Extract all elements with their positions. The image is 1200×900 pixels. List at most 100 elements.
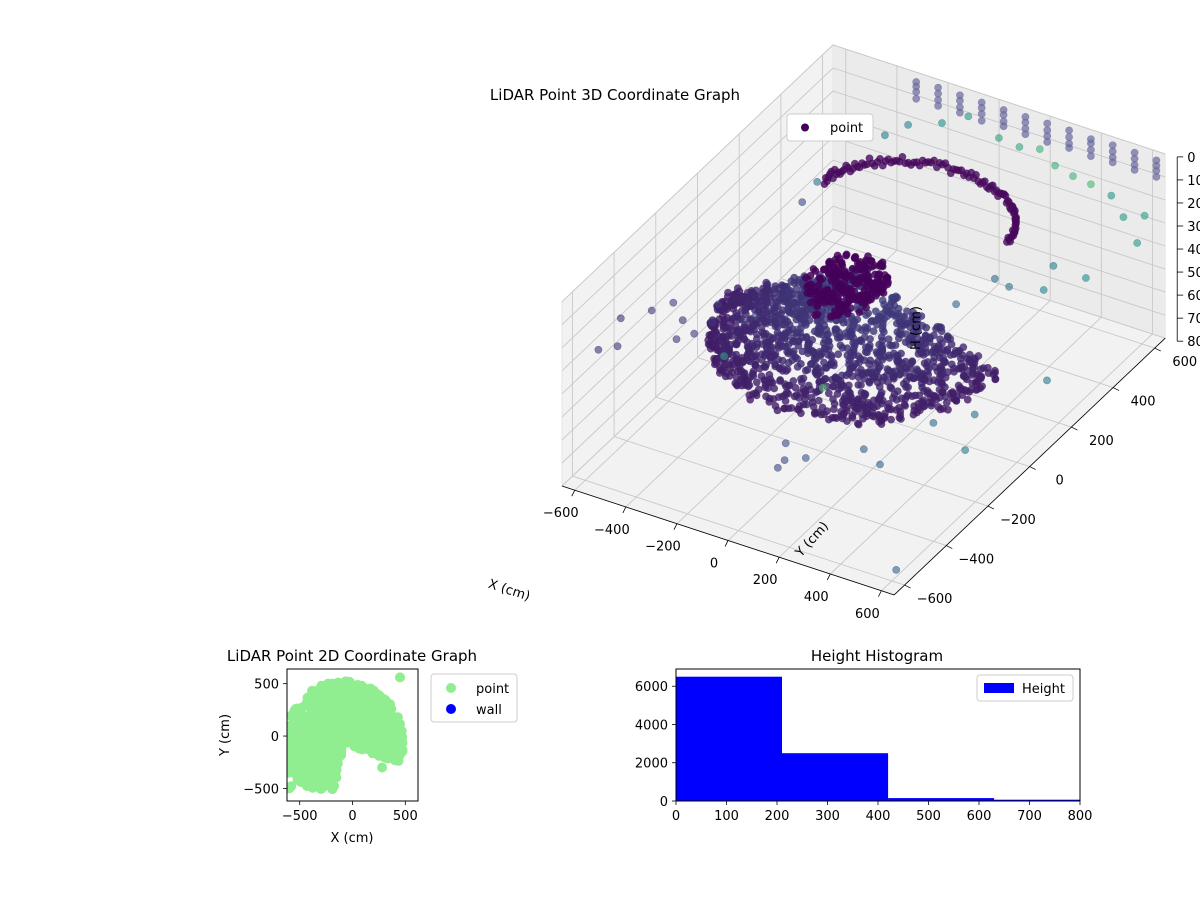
point-3d [781, 439, 790, 448]
point-3d [870, 403, 878, 412]
point-3d [853, 404, 862, 413]
point-3d [1002, 199, 1011, 207]
y-tick-label: 200 [1089, 434, 1114, 449]
point-3d [893, 387, 902, 396]
point-3d [793, 362, 802, 371]
point-2d [331, 725, 342, 736]
point-3d [851, 339, 860, 348]
point-3d [953, 392, 961, 401]
x-tick-label: 300 [815, 809, 840, 824]
point-3d [752, 378, 761, 387]
point-3d [888, 293, 896, 302]
x-tick-label: 200 [765, 809, 790, 824]
point-2d [301, 767, 311, 778]
point-2d [365, 710, 376, 721]
point-3d [1082, 274, 1090, 282]
point-3d [878, 161, 887, 170]
point-3d [750, 325, 758, 334]
point-3d [964, 112, 973, 121]
point-3d [848, 264, 857, 273]
point-3d [743, 299, 752, 307]
point-3d [1021, 130, 1030, 139]
point-3d [959, 343, 968, 352]
point-3d [900, 313, 909, 322]
point-3d [830, 413, 839, 422]
point-3d [961, 446, 970, 454]
x-tick-label: 600 [967, 809, 992, 824]
point-3d [842, 273, 850, 282]
point-2d [334, 714, 345, 725]
point-3d [616, 314, 625, 323]
y-tick-mark [1029, 466, 1036, 470]
chart-2d-ticks: −500−500 0 0 500 500 [243, 678, 417, 824]
point-3d [803, 282, 811, 291]
point-3d [778, 314, 786, 323]
point-3d [912, 94, 921, 103]
point-3d [920, 386, 928, 395]
point-3d [799, 400, 808, 409]
histogram-bar [676, 676, 782, 801]
point-3d [963, 395, 972, 404]
point-3d [902, 330, 910, 338]
point-3d [884, 335, 893, 343]
point-3d [793, 354, 802, 363]
point-3d [873, 357, 882, 366]
point-2d [309, 773, 320, 784]
point-3d [816, 368, 825, 377]
z-tick-label: 400 [1187, 243, 1200, 258]
point-3d [719, 304, 728, 313]
point-3d [829, 272, 838, 281]
point-2d [336, 738, 347, 749]
point-3d [885, 307, 893, 316]
chart-2d-title: LiDAR Point 2D Coordinate Graph [227, 647, 477, 665]
x-tick-label: 400 [866, 809, 891, 824]
point-3d [801, 273, 810, 282]
point-3d [757, 323, 766, 332]
point-3d [814, 408, 822, 417]
point-3d [760, 332, 769, 341]
point-2d [368, 743, 379, 754]
point-3d [881, 131, 889, 140]
point-3d [818, 383, 827, 392]
point-3d [883, 273, 892, 282]
y-tick-mark [1112, 387, 1120, 391]
chart-3d-xlabel: X (cm) [486, 577, 532, 605]
point-3d [934, 402, 943, 411]
point-3d [904, 121, 912, 129]
point-3d [934, 102, 942, 110]
legend-marker-point [801, 123, 809, 132]
point-2d [326, 775, 337, 786]
x-tick-label: 200 [753, 573, 778, 588]
point-3d [991, 366, 999, 375]
point-3d [690, 329, 699, 338]
point-3d [726, 340, 735, 349]
point-3d [1140, 211, 1149, 220]
point-2d [321, 767, 332, 778]
point-3d [1043, 119, 1052, 128]
x-tick-label: −400 [594, 523, 630, 538]
y-tick-mark [904, 584, 911, 589]
point-3d [885, 399, 893, 408]
point-3d [789, 347, 798, 356]
point-3d [794, 337, 803, 346]
point-3d [781, 342, 790, 351]
point-3d [837, 307, 846, 316]
point-2d [345, 685, 356, 696]
point-3d [803, 342, 812, 350]
point-3d [904, 390, 913, 399]
point-3d [771, 317, 780, 326]
point-3d [892, 319, 901, 328]
point-3d [714, 300, 723, 309]
y-tick-label: −500 [243, 782, 279, 797]
chart-3d: LiDAR Point 3D Coordinate Graph −600 −400… [486, 43, 1200, 622]
point-3d [814, 396, 823, 405]
point-3d [836, 341, 845, 350]
point-3d [1133, 239, 1142, 247]
point-3d [1039, 286, 1048, 294]
point-3d [939, 353, 947, 362]
y-tick-mark [1071, 426, 1078, 431]
x-tick-mark [673, 523, 678, 530]
point-3d [956, 385, 964, 394]
point-3d [771, 303, 780, 312]
point-3d [849, 295, 857, 303]
